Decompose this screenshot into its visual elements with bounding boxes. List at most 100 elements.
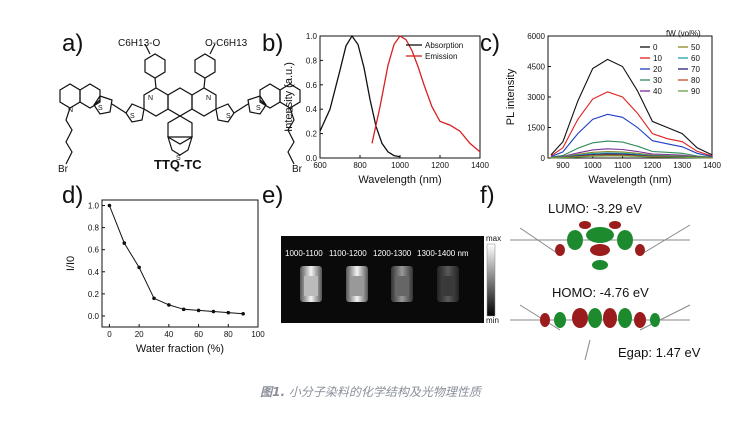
homo-orbital xyxy=(510,304,691,361)
y-axis-label: I/I0 xyxy=(65,256,77,271)
y-tick-label: 1500 xyxy=(527,124,545,133)
data-point xyxy=(196,308,201,313)
data-point xyxy=(226,310,231,315)
substituent-label-left: C6H13-O xyxy=(118,38,161,49)
y-tick-label: 0.2 xyxy=(306,130,318,139)
data-point xyxy=(137,265,141,270)
caption-text: 小分子染料的化学结构及光物理性质 xyxy=(285,385,481,399)
y-tick-label: 1.0 xyxy=(306,32,318,41)
data-point xyxy=(241,311,245,316)
lumo-label: LUMO: -3.29 eV xyxy=(548,201,642,216)
y-tick-label: 0.2 xyxy=(88,290,100,299)
svg-text:S: S xyxy=(130,113,135,120)
figure-caption: 图1. 小分子染料的化学结构及光物理性质 xyxy=(0,383,741,400)
caption-prefix: 图1. xyxy=(260,385,286,399)
data-point xyxy=(167,303,171,307)
homo-label: HOMO: -4.76 eV xyxy=(552,285,649,300)
legend-title: fW (vol%) xyxy=(666,29,701,38)
x-tick-label: 40 xyxy=(164,330,173,339)
nir-image-strip: 1000-1100 1100-1200 1200-1300 1300-1400 … xyxy=(281,236,484,323)
panel-letter-e: e) xyxy=(262,182,284,209)
x-tick-label: 100 xyxy=(251,330,265,339)
legend-label: 50 xyxy=(691,43,700,52)
x-tick-label: 60 xyxy=(194,330,203,339)
x-tick-label: 1400 xyxy=(703,161,721,170)
x-tick-label: 1000 xyxy=(391,161,409,170)
legend-label: Absorption xyxy=(425,41,463,50)
compound-name: TTQ-TC xyxy=(154,157,202,172)
x-tick-label: 900 xyxy=(556,161,570,170)
y-tick-label: 6000 xyxy=(527,32,545,41)
series-line-emission xyxy=(371,35,481,153)
vial-4 xyxy=(437,266,459,302)
series-line-10 xyxy=(550,91,713,157)
vial-images xyxy=(300,266,459,302)
svg-text:N: N xyxy=(148,95,153,102)
y-tick-label: 0 xyxy=(541,154,546,163)
y-tick-label: 1.0 xyxy=(88,202,100,211)
svg-text:N: N xyxy=(288,107,293,114)
vial-2 xyxy=(346,266,368,302)
legend-label: 30 xyxy=(653,76,662,85)
series-line-20 xyxy=(550,113,713,158)
legend-label: 80 xyxy=(691,76,700,85)
x-tick-label: 0 xyxy=(107,330,112,339)
legend-label: 90 xyxy=(691,87,700,96)
x-tick-label: 800 xyxy=(353,161,367,170)
bromine-label-left: Br xyxy=(58,164,68,175)
series-line-absorption xyxy=(319,34,401,158)
series-line-0 xyxy=(550,58,713,156)
panel-letter-a: a) xyxy=(62,30,84,57)
panel-letter-c: c) xyxy=(480,30,500,57)
svg-text:N: N xyxy=(68,107,73,114)
svg-text:S: S xyxy=(226,113,231,120)
y-tick-label: 0.8 xyxy=(88,224,100,233)
x-tick-label: 1200 xyxy=(431,161,449,170)
band-label-2: 1100-1200 xyxy=(329,249,367,258)
series-line-40 xyxy=(550,148,713,158)
legend-label: 0 xyxy=(653,43,658,52)
vial-3 xyxy=(391,266,413,302)
vial-1 xyxy=(300,266,322,302)
band-label-3: 1200-1300 xyxy=(373,249,412,258)
y-tick-label: 0.6 xyxy=(306,81,318,90)
lumo-orbital xyxy=(510,221,691,270)
panel-letter-b: b) xyxy=(262,30,284,57)
x-axis-label: Water fraction (%) xyxy=(136,343,224,355)
legend-label: 40 xyxy=(653,87,662,96)
colorbar-max-label: max xyxy=(486,234,502,243)
legend-label: 10 xyxy=(653,54,662,63)
data-point xyxy=(181,307,186,312)
y-tick-label: 0.0 xyxy=(306,154,318,163)
band-label-1: 1000-1100 xyxy=(285,249,323,258)
legend-label: 70 xyxy=(691,65,700,74)
x-axis-label: Wavelength (nm) xyxy=(588,174,671,186)
series-line xyxy=(108,205,244,315)
legend-label: 60 xyxy=(691,54,700,63)
y-tick-label: 4500 xyxy=(527,63,545,72)
plot-frame xyxy=(101,199,259,328)
data-point xyxy=(211,309,216,314)
x-tick-label: 600 xyxy=(313,161,327,170)
series-line-90 xyxy=(550,155,713,159)
x-tick-label: 1400 xyxy=(471,161,489,170)
y-tick-label: 0.8 xyxy=(306,56,318,65)
data-point xyxy=(122,241,127,245)
svg-text:S: S xyxy=(256,105,261,112)
band-label-4: 1300-1400 nm xyxy=(417,249,469,258)
y-tick-label: 0.6 xyxy=(88,246,100,255)
colorbar-min-label: min xyxy=(486,316,499,325)
x-axis-label: Wavelength (nm) xyxy=(358,174,441,186)
x-tick-label: 1000 xyxy=(584,161,602,170)
svg-text:S: S xyxy=(98,105,103,112)
svg-text:N: N xyxy=(206,95,211,102)
panel-letter-d: d) xyxy=(62,182,84,209)
legend-label: 20 xyxy=(653,65,662,74)
panel-letter-f: f) xyxy=(480,182,495,209)
substituent-label-right: O-C6H13 xyxy=(205,38,248,49)
x-tick-label: 80 xyxy=(224,330,233,339)
data-point xyxy=(152,296,156,301)
